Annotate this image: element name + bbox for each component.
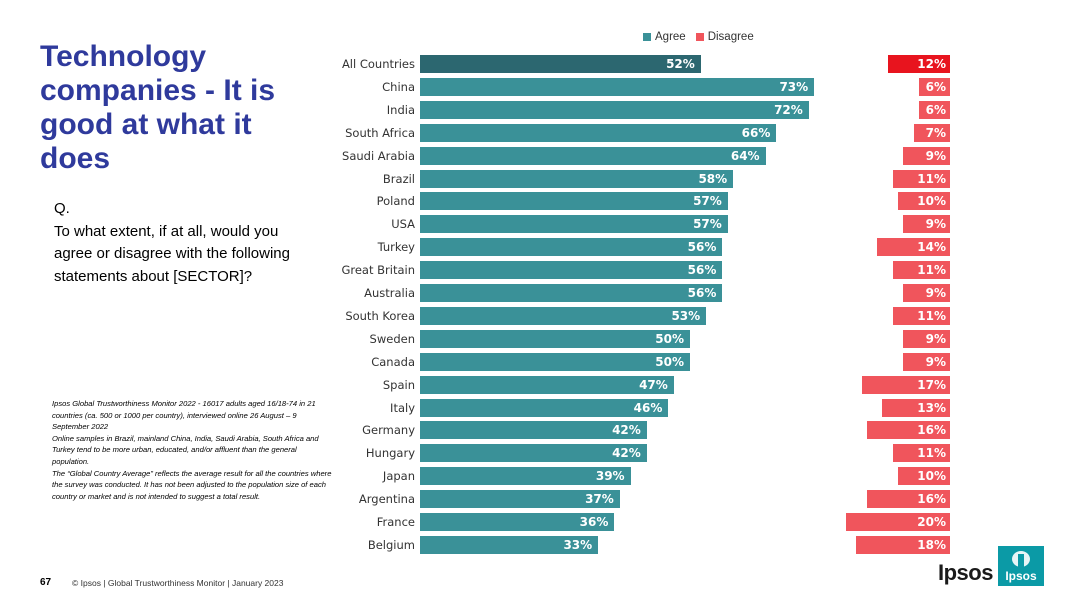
category-label-south-africa: South Africa [345, 125, 415, 140]
agree-bar-italy: 46% [420, 398, 669, 417]
legend-swatch-disagree [695, 33, 704, 41]
question-block: Q. To what extent, if at all, would you … [54, 198, 304, 288]
category-label-usa: USA [391, 217, 415, 232]
agree-bar-india: 72% [420, 100, 809, 119]
category-label-sweden: Sweden [369, 331, 415, 346]
category-label-australia: Australia [364, 286, 415, 300]
ipsos-logo-icon: Ipsos [998, 546, 1044, 586]
agree-bar-germany: 42% [420, 421, 647, 440]
category-label-china: China [382, 79, 415, 94]
note-online-samples: Online samples in Brazil, mainland China… [52, 433, 319, 466]
category-label-saudi-arabia: Saudi Arabia [342, 148, 415, 163]
disagree-bar-canada: 9% [903, 352, 950, 371]
agree-bar-spain: 47% [420, 375, 674, 394]
disagree-bar-south-africa: 7% [913, 123, 950, 142]
slide-title: Technology companies - It is good at wha… [40, 40, 276, 175]
legend-swatch-agree [643, 33, 651, 41]
disagree-bar-australia: 9% [903, 284, 950, 302]
disagree-bar-south-korea: 11% [892, 306, 950, 325]
agree-bar-saudi-arabia: 64% [420, 146, 766, 165]
agree-bar-china: 73% [420, 77, 815, 96]
disagree-bar-great-britain: 11% [892, 261, 950, 280]
agree-bar-great-britain: 56% [420, 261, 723, 280]
footer-text: © Ipsos | Global Trustworthiness Monitor… [72, 578, 284, 588]
disagree-bar-sweden: 9% [903, 329, 950, 348]
category-label-spain: Spain [382, 377, 415, 392]
note-global-average: The “Global Country Average” reflects th… [52, 468, 332, 501]
category-label-turkey: Turkey [377, 240, 415, 255]
agree-bar-all-countries: 52% [420, 55, 701, 73]
agree-bar-sweden: 50% [420, 329, 690, 348]
agree-bar-south-africa: 66% [420, 123, 777, 142]
category-label-hungary: Hungary [365, 446, 415, 461]
agree-bar-hungary: 42% [420, 444, 647, 463]
category-label-italy: Italy [390, 400, 415, 415]
disagree-bar-china: 6% [918, 77, 950, 96]
agree-bar-japan: 39% [420, 467, 631, 486]
disagree-bar-argentina: 16% [866, 490, 950, 509]
disagree-bar-all-countries: 12% [887, 55, 950, 73]
disagree-bar-usa: 9% [903, 215, 950, 234]
agree-bar-belgium: 33% [420, 535, 599, 554]
agree-bar-south-korea: 53% [420, 306, 707, 325]
methodology-notes: Ipsos Global Trustworthiness Monitor 202… [52, 398, 332, 502]
category-label-france: France [376, 515, 415, 529]
agree-bar-canada: 50% [420, 352, 690, 371]
page-number: 67 [40, 577, 52, 588]
category-label-brazil: Brazil [382, 171, 415, 186]
disagree-bar-germany: 16% [866, 421, 950, 440]
agree-bar-argentina: 37% [420, 490, 620, 509]
category-label-great-britain: Great Britain [341, 263, 415, 278]
category-label-germany: Germany [362, 423, 415, 438]
disagree-bar-belgium: 18% [856, 535, 950, 554]
disagree-bar-italy: 13% [882, 398, 950, 417]
disagree-bar-turkey: 14% [877, 238, 950, 257]
category-label-canada: Canada [371, 354, 415, 369]
disagree-bar-japan: 10% [898, 467, 950, 486]
disagree-bar-hungary: 11% [892, 444, 950, 463]
agree-bar-usa: 57% [420, 215, 728, 234]
question-text: To what extent, if at all, would you agr… [54, 222, 290, 285]
legend-item-agree: Agree [643, 31, 686, 43]
ipsos-logo-graphic: Ipsos [1005, 551, 1037, 583]
category-label-all-countries: All Countries [341, 57, 415, 71]
category-label-belgium: Belgium [367, 537, 415, 552]
category-label-argentina: Argentina [358, 492, 415, 507]
agree-bar-poland: 57% [420, 192, 728, 211]
disagree-bar-france: 20% [846, 513, 950, 531]
category-label-japan: Japan [382, 469, 415, 484]
legend-label-disagree: Disagree [707, 31, 754, 43]
question-label: Q. [54, 200, 70, 217]
agree-bar-turkey: 56% [420, 238, 723, 257]
ipsos-logo-text: Ipsos [938, 560, 993, 585]
disagree-bar-brazil: 11% [892, 169, 950, 188]
svg-text:Ipsos: Ipsos [1005, 569, 1037, 583]
agree-bar-australia: 56% [420, 284, 723, 302]
category-label-india: India [386, 102, 415, 117]
legend-item-disagree: Disagree [695, 31, 754, 43]
disagree-bar-poland: 10% [898, 192, 950, 211]
legend-label-agree: Agree [655, 31, 686, 43]
chart-legend: Agree Disagree [643, 31, 760, 43]
note-sample: Ipsos Global Trustworthiness Monitor 202… [52, 399, 316, 432]
disagree-bar-spain: 17% [861, 375, 950, 394]
category-label-poland: Poland [376, 194, 415, 209]
agree-bar-brazil: 58% [420, 169, 734, 188]
disagree-bar-india: 6% [918, 100, 950, 119]
agree-bar-france: 36% [420, 513, 615, 531]
disagree-bar-saudi-arabia: 9% [903, 146, 950, 165]
category-label-south-korea: South Korea [345, 308, 415, 323]
